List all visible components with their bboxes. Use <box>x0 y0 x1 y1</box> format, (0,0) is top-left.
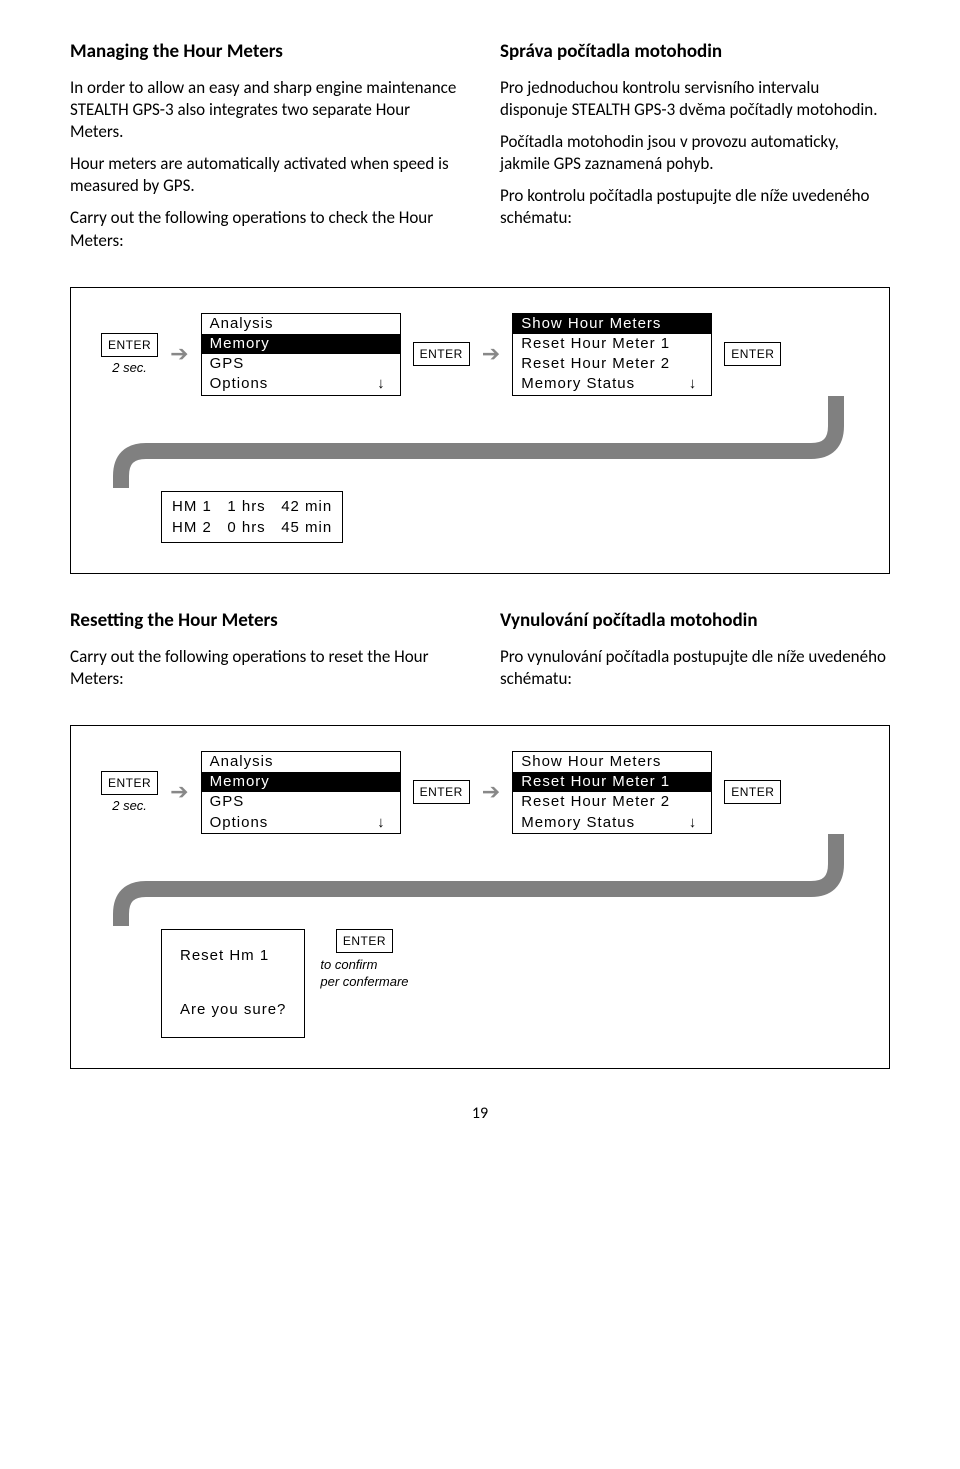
para-cz-2: Počítadla motohodin jsou v provozu autom… <box>500 131 890 175</box>
menu-item-show-hm[interactable]: Show Hour Meters <box>513 752 711 772</box>
menu-item-options-label: Options <box>210 374 269 394</box>
enter-block-3: ENTER <box>724 342 781 366</box>
enter-block-1: ENTER 2 sec. <box>101 333 158 375</box>
flow-row-1: ENTER 2 sec. ➔ Analysis Memory GPS Optio… <box>101 313 859 396</box>
menu-item-memory[interactable]: Memory <box>202 772 400 792</box>
menu-item-memory[interactable]: Memory <box>202 334 400 354</box>
para-cz-3: Pro kontrolu počítadla postupujte dle ní… <box>500 185 890 229</box>
menu-item-memory-status-label: Memory Status <box>521 374 635 394</box>
enter-button[interactable]: ENTER <box>413 342 470 366</box>
two-sec-label: 2 sec. <box>112 360 147 375</box>
col-left-en: Managing the Hour Meters In order to all… <box>70 40 460 262</box>
menu-memory-2: Show Hour Meters Reset Hour Meter 1 Rese… <box>512 751 712 834</box>
enter-block-5: ENTER <box>413 780 470 804</box>
enter-button[interactable]: ENTER <box>724 780 781 804</box>
enter-block-2: ENTER <box>413 342 470 366</box>
enter-button[interactable]: ENTER <box>724 342 781 366</box>
chevron-down-icon: ↓ <box>689 813 704 833</box>
menu-main-2: Analysis Memory GPS Options ↓ <box>201 751 401 834</box>
enter-button[interactable]: ENTER <box>101 333 158 357</box>
enter-button[interactable]: ENTER <box>101 771 158 795</box>
confirm-label-it: per confermare <box>320 974 408 989</box>
para-en-3: Carry out the following operations to ch… <box>70 207 460 251</box>
diagram-check-hour-meters: ENTER 2 sec. ➔ Analysis Memory GPS Optio… <box>70 287 890 574</box>
arrow-right-icon: ➔ <box>482 343 500 365</box>
section-resetting: Resetting the Hour Meters Carry out the … <box>70 609 890 700</box>
enter-button[interactable]: ENTER <box>336 929 393 953</box>
hour-meter-display: HM 1 1 hrs 42 min HM 2 0 hrs 45 min <box>161 491 343 543</box>
menu-item-gps[interactable]: GPS <box>202 792 400 812</box>
title-resetting-en: Resetting the Hour Meters <box>70 609 460 632</box>
reset-confirm-display: Reset Hm 1 Are you sure? <box>161 929 305 1038</box>
para-en-1: In order to allow an easy and sharp engi… <box>70 77 460 143</box>
menu-item-options[interactable]: Options ↓ <box>202 374 400 394</box>
menu-main: Analysis Memory GPS Options ↓ <box>201 313 401 396</box>
arrow-right-icon: ➔ <box>482 781 500 803</box>
arrow-right-icon: ➔ <box>170 781 188 803</box>
connector-arrow-icon <box>101 834 861 929</box>
col-right-cz-2: Vynulování počítadla motohodin Pro vynul… <box>500 609 890 700</box>
menu-item-memory-status[interactable]: Memory Status ↓ <box>513 813 711 833</box>
menu-item-reset-hm2[interactable]: Reset Hour Meter 2 <box>513 792 711 812</box>
confirm-row: Reset Hm 1 Are you sure? ENTER to confir… <box>101 929 859 1038</box>
menu-item-memory-status-label: Memory Status <box>521 813 635 833</box>
col-right-cz: Správa počítadla motohodin Pro jednoduch… <box>500 40 890 262</box>
col-left-en-2: Resetting the Hour Meters Carry out the … <box>70 609 460 700</box>
arrow-right-icon: ➔ <box>170 343 188 365</box>
menu-item-memory-status[interactable]: Memory Status ↓ <box>513 374 711 394</box>
menu-item-options-label: Options <box>210 813 269 833</box>
title-managing-cz: Správa počítadla motohodin <box>500 40 890 63</box>
title-managing-en: Managing the Hour Meters <box>70 40 460 63</box>
menu-item-gps[interactable]: GPS <box>202 354 400 374</box>
confirm-label-en: to confirm <box>320 957 377 972</box>
menu-item-show-hm[interactable]: Show Hour Meters <box>513 314 711 334</box>
chevron-down-icon: ↓ <box>377 374 392 394</box>
result-row: HM 1 1 hrs 42 min HM 2 0 hrs 45 min <box>101 491 859 543</box>
menu-item-reset-hm2[interactable]: Reset Hour Meter 2 <box>513 354 711 374</box>
section-managing: Managing the Hour Meters In order to all… <box>70 40 890 262</box>
menu-memory: Show Hour Meters Reset Hour Meter 1 Rese… <box>512 313 712 396</box>
para-en-2: Hour meters are automatically activated … <box>70 153 460 197</box>
page-number: 19 <box>70 1104 890 1123</box>
two-sec-label: 2 sec. <box>112 798 147 813</box>
para-cz-1: Pro jednoduchou kontrolu servisního inte… <box>500 77 890 121</box>
flow-row-2: ENTER 2 sec. ➔ Analysis Memory GPS Optio… <box>101 751 859 834</box>
confirm-sublabel: to confirm per confermare <box>320 957 408 991</box>
enter-button[interactable]: ENTER <box>413 780 470 804</box>
chevron-down-icon: ↓ <box>377 813 392 833</box>
connector-arrow-icon <box>101 396 861 491</box>
chevron-down-icon: ↓ <box>689 374 704 394</box>
menu-item-analysis[interactable]: Analysis <box>202 752 400 772</box>
diagram-reset-hour-meters: ENTER 2 sec. ➔ Analysis Memory GPS Optio… <box>70 725 890 1069</box>
enter-block-6: ENTER <box>724 780 781 804</box>
menu-item-reset-hm1[interactable]: Reset Hour Meter 1 <box>513 334 711 354</box>
confirm-enter-block: ENTER to confirm per confermare <box>320 929 408 991</box>
para-reset-en: Carry out the following operations to re… <box>70 646 460 690</box>
enter-block-4: ENTER 2 sec. <box>101 771 158 813</box>
menu-item-analysis[interactable]: Analysis <box>202 314 400 334</box>
menu-item-reset-hm1[interactable]: Reset Hour Meter 1 <box>513 772 711 792</box>
para-reset-cz: Pro vynulování počítadla postupujte dle … <box>500 646 890 690</box>
title-resetting-cz: Vynulování počítadla motohodin <box>500 609 890 632</box>
menu-item-options[interactable]: Options ↓ <box>202 813 400 833</box>
